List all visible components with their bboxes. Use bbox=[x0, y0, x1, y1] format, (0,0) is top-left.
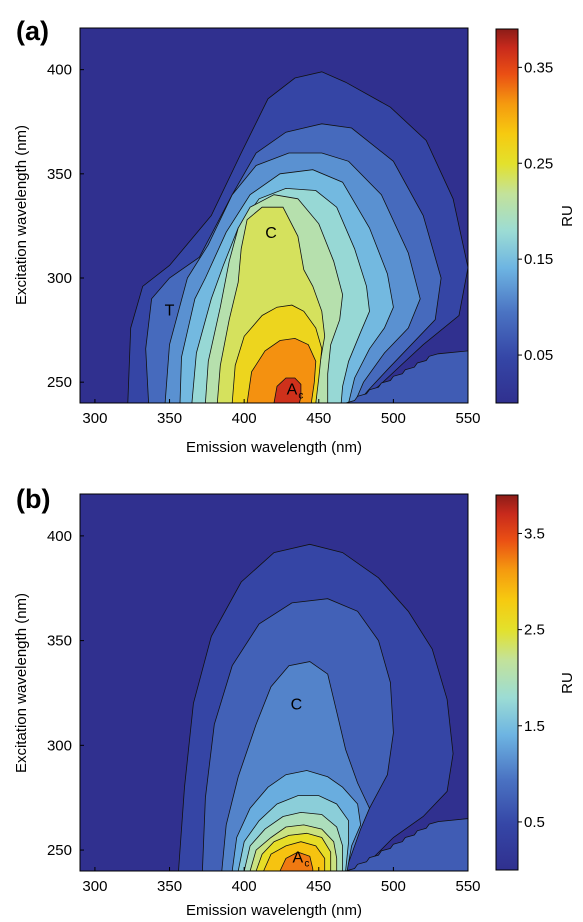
contour-fills-b bbox=[178, 543, 469, 872]
x-tick-label-450: 450 bbox=[306, 878, 331, 895]
peak-label-ac: A bbox=[287, 381, 298, 398]
panel-label-a: (a) bbox=[16, 16, 49, 46]
panel-b: (b) CA c 300 350 400 450 500 550 250300350400 … bbox=[13, 484, 576, 919]
x-tick-label-400: 400 bbox=[232, 410, 257, 427]
y-axis-label-b: Excitation wavelength (nm) bbox=[13, 593, 30, 773]
contour-plot-b bbox=[79, 493, 469, 872]
x-tick-label-300: 300 bbox=[82, 410, 107, 427]
colorbar-a: 0.05 0.15 0.25 0.35 RU bbox=[495, 28, 576, 404]
peak-labels-a: T C A c bbox=[165, 225, 304, 401]
peak-label-ac: A bbox=[293, 849, 304, 866]
panel-label-b: (b) bbox=[16, 484, 50, 514]
x-tick-label-450: 450 bbox=[306, 410, 331, 427]
x-axis-b: 300 350 400 450 500 550 bbox=[82, 867, 481, 895]
y-tick-label-350: 350 bbox=[47, 166, 72, 183]
colorbar-label-b: RU bbox=[559, 672, 576, 694]
y-tick-label-300: 300 bbox=[47, 270, 72, 287]
y-tick-label-350: 350 bbox=[47, 633, 72, 650]
x-tick-label-350: 350 bbox=[157, 410, 182, 427]
scatter-artifact-region bbox=[345, 350, 469, 404]
colorbar-tick-label-0.5: 0.5 bbox=[524, 814, 545, 831]
colorbar-ticks-a: 0.05 0.15 0.25 0.35 bbox=[518, 59, 553, 364]
colorbar-tick-label-2.5: 2.5 bbox=[524, 622, 545, 639]
x-tick-label-300: 300 bbox=[82, 878, 107, 895]
x-tick-label-500: 500 bbox=[381, 878, 406, 895]
colorbar-tick-label-0.25: 0.25 bbox=[524, 155, 553, 172]
x-tick-label-400: 400 bbox=[232, 878, 257, 895]
x-axis-a: 300 350 400 450 500 550 bbox=[82, 399, 481, 427]
y-tick-label-300: 300 bbox=[47, 737, 72, 754]
colorbar-tick-label-0.05: 0.05 bbox=[524, 347, 553, 364]
colorbar-gradient-a bbox=[495, 28, 519, 404]
y-tick-label-250: 250 bbox=[47, 374, 72, 391]
y-axis-label-a: Excitation wavelength (nm) bbox=[13, 125, 30, 305]
colorbar-tick-label-0.35: 0.35 bbox=[524, 59, 553, 76]
y-axis-a: 250 300 350 400 bbox=[47, 62, 84, 391]
y-tick-label-250: 250 bbox=[47, 842, 72, 859]
x-tick-label-550: 550 bbox=[455, 878, 480, 895]
colorbar-tick-label-1.5: 1.5 bbox=[524, 718, 545, 735]
peak-label-c: C bbox=[291, 696, 303, 713]
colorbar-tick-label-0.15: 0.15 bbox=[524, 251, 553, 268]
x-axis-label-a: Emission wavelength (nm) bbox=[186, 439, 362, 456]
scatter-artifact-region bbox=[345, 818, 469, 872]
x-tick-label-550: 550 bbox=[455, 410, 480, 427]
colorbar-label-a: RU bbox=[559, 205, 576, 227]
peak-label-c: C bbox=[265, 225, 277, 242]
contour-plot-a bbox=[79, 27, 469, 404]
colorbar-tick-label-3.5: 3.5 bbox=[524, 525, 545, 542]
x-axis-label-b: Emission wavelength (nm) bbox=[186, 902, 362, 919]
x-tick-label-500: 500 bbox=[381, 410, 406, 427]
y-tick-label-400: 400 bbox=[47, 528, 72, 545]
colorbar-ticks-b: 0.5 1.5 2.5 3.5 bbox=[518, 525, 545, 831]
panel-a: (a) T C A c 300 350 400 450 500 550 250 300 350 400… bbox=[13, 16, 576, 456]
colorbar-gradient-b bbox=[495, 494, 519, 871]
contour-level-10 bbox=[273, 377, 302, 404]
y-tick-label-400: 400 bbox=[47, 62, 72, 79]
x-tick-label-350: 350 bbox=[157, 878, 182, 895]
peak-label-sub-ac: c bbox=[304, 858, 309, 869]
peak-label-t: T bbox=[165, 302, 175, 319]
colorbar-b: 0.5 1.5 2.5 3.5 RU bbox=[495, 494, 576, 871]
y-axis-b: 250 300 350 400 bbox=[47, 528, 84, 859]
contour-fills-a bbox=[127, 71, 469, 404]
peak-labels-b: C A c bbox=[291, 696, 310, 869]
peak-label-sub-ac: c bbox=[298, 390, 303, 401]
